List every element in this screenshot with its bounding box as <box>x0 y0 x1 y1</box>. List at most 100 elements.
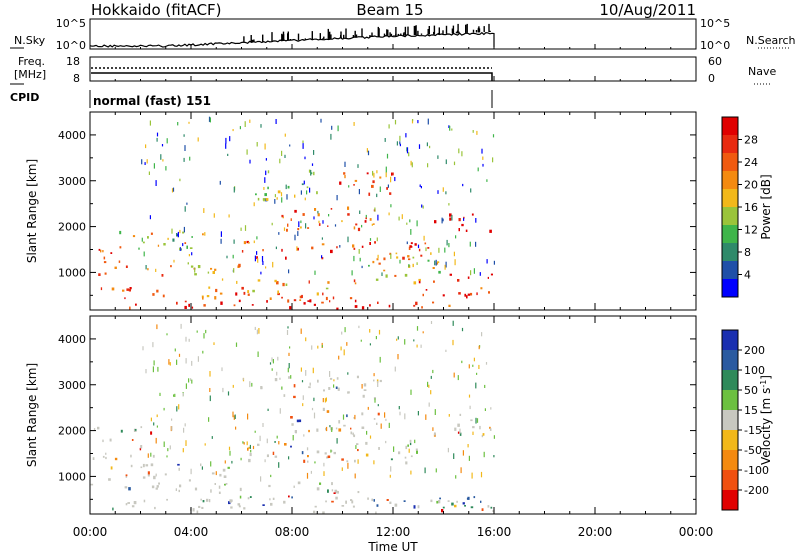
velocity-cell <box>356 375 359 379</box>
power-speckle <box>213 213 215 218</box>
velocity-cell <box>309 382 311 386</box>
power-speckle <box>421 204 423 208</box>
power-cell <box>100 287 103 291</box>
power-speckle <box>194 267 196 273</box>
power-speckle <box>463 217 465 221</box>
velocity-speckle <box>459 428 461 434</box>
velocity-speckle <box>410 470 412 475</box>
power-cell <box>421 306 423 309</box>
power-cell <box>375 278 379 281</box>
velocity-colorbar-swatch <box>722 490 738 511</box>
velocity-cell <box>92 457 95 460</box>
velocity-speckle <box>357 459 359 464</box>
power-cell <box>353 247 356 250</box>
velocity-speckle <box>375 336 377 340</box>
power-cell <box>189 247 193 249</box>
velocity-cell <box>274 441 276 443</box>
power-speckle <box>475 241 477 247</box>
power-cell <box>150 232 153 235</box>
velocity-cell <box>102 439 104 443</box>
velocity-cell <box>283 394 286 397</box>
power-cell <box>197 265 201 269</box>
velocity-speckle <box>461 327 464 332</box>
power-cell <box>294 209 297 213</box>
power-speckle <box>408 152 410 157</box>
nsky-tick-top-right: 10^5 <box>700 17 730 30</box>
power-speckle <box>492 157 494 163</box>
velocity-cell <box>105 456 107 460</box>
velocity-speckle <box>235 426 237 430</box>
power-cell <box>238 263 241 268</box>
power-speckle <box>453 251 455 257</box>
velocity-colorbar-swatch <box>722 430 738 451</box>
velocity-cell <box>338 428 342 432</box>
power-cell <box>377 301 379 304</box>
power-cell <box>325 296 328 301</box>
power-speckle <box>249 119 251 123</box>
velocity-colorbar-tick-label: -50 <box>744 444 762 457</box>
power-cell <box>235 292 238 296</box>
power-cell <box>394 274 397 277</box>
velocity-speckle <box>404 339 406 345</box>
power-cell <box>118 260 121 263</box>
velocity-speckle <box>472 364 474 367</box>
power-cell <box>487 276 489 279</box>
power-speckle <box>423 235 425 241</box>
power-cell <box>241 286 244 290</box>
velocity-cell <box>314 461 316 464</box>
velocity-speckle <box>234 414 236 419</box>
velocity-cell <box>331 489 334 492</box>
velocity-cell <box>410 455 413 458</box>
power-cell <box>301 294 303 299</box>
velocity-cell <box>260 386 263 390</box>
power-cell <box>396 256 399 259</box>
velocity-cell <box>459 413 462 416</box>
power-cell <box>368 264 370 267</box>
power-speckle <box>361 265 363 269</box>
velocity-cell <box>459 432 462 436</box>
power-speckle <box>347 236 349 243</box>
power-speckle <box>253 202 255 207</box>
velocity-cell <box>352 432 354 436</box>
velocity-speckle <box>475 382 477 389</box>
power-cell <box>299 295 302 299</box>
power-cell <box>361 306 365 310</box>
velocity-speckle <box>460 467 462 474</box>
velocity-speckle <box>185 440 187 446</box>
power-speckle <box>184 206 186 212</box>
velocity-colorbar-tick-label: -15 <box>744 424 762 437</box>
power-cell <box>388 304 391 308</box>
power-cell <box>448 304 451 307</box>
velocity-speckle <box>484 408 486 411</box>
power-speckle <box>182 243 184 247</box>
velocity-speckle <box>209 388 211 392</box>
power-cell <box>402 256 405 260</box>
power-speckle <box>302 143 304 149</box>
velocity-cell <box>324 452 327 455</box>
velocity-cell <box>365 441 368 445</box>
power-speckle <box>156 137 158 142</box>
velocity-cell <box>248 458 251 463</box>
velocity-cell <box>152 454 155 458</box>
cpid-text: normal (fast) 151 <box>93 94 211 108</box>
velocity-speckle <box>188 338 190 342</box>
velocity-speckle <box>447 447 449 453</box>
power-cell <box>352 244 355 248</box>
power-speckle <box>309 187 311 193</box>
power-cell <box>277 290 279 294</box>
velocity-speckle <box>180 323 182 329</box>
power-speckle <box>406 147 408 152</box>
velocity-speckle <box>251 382 253 387</box>
power-cell <box>330 208 333 210</box>
velocity-cell <box>201 506 204 509</box>
velocity-speckle <box>153 422 155 426</box>
power-cell <box>427 259 430 262</box>
power-speckle <box>156 132 159 137</box>
power-cell <box>329 300 331 303</box>
velocity-speckle <box>347 462 349 469</box>
power-cell <box>413 281 417 285</box>
power-cell <box>256 256 258 260</box>
velocity-speckle <box>277 356 279 361</box>
velocity-cell <box>331 482 333 486</box>
power-cell <box>466 295 468 299</box>
